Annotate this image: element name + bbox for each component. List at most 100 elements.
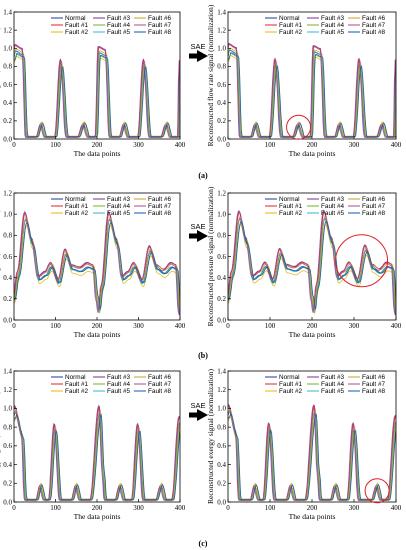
y-axis-label: Reconstructed pressure signal (normaliza…	[206, 186, 215, 326]
chart-exergy-reconstructed: 0 100 200 300 400 0.0 0.2 0.4 0.6 0.8 1.0 1.2 1.4 The…	[206, 367, 402, 521]
x-tick-label: 300	[133, 141, 144, 149]
series-group	[14, 404, 180, 502]
series-group	[14, 211, 180, 316]
panel-label-a: (a)	[198, 171, 208, 180]
legend-entry: Fault #5	[321, 210, 345, 217]
series-line-fault-6	[228, 47, 396, 137]
chart-flow-reconstructed: 0 100 200 300 400 0.0 0.2 0.4 0.6 0.8 1.0 1.2 1.4 The…	[206, 4, 402, 158]
x-tick-label: 200	[92, 504, 103, 512]
x-tick-label: 0	[12, 322, 16, 330]
x-tick-label: 200	[92, 322, 103, 330]
highlight-circle	[364, 478, 390, 504]
y-tick-label: 1.0	[3, 45, 12, 53]
legend-entry: Normal	[279, 15, 300, 22]
x-tick-label: 100	[265, 141, 276, 149]
x-tick-label: 400	[391, 504, 402, 512]
x-tick-label: 400	[175, 504, 186, 512]
y-axis-label: Reconstructed exergy signal (normalizati…	[206, 369, 215, 504]
y-axis-label: Exergy signal (normalization)	[0, 391, 1, 482]
legend-entry: Fault #6	[148, 15, 172, 22]
y-tick-label: 0.0	[3, 135, 12, 143]
legend-entry: Fault #2	[279, 29, 303, 36]
legend-entry: Fault #5	[321, 29, 345, 36]
y-tick-label: 0.6	[3, 442, 12, 450]
y-tick-label: 0.6	[217, 253, 226, 261]
y-tick-label: 1.0	[3, 405, 12, 413]
series-line-fault-8	[228, 413, 396, 500]
legend-entry: Fault #6	[362, 15, 386, 22]
legend-entry: Fault #7	[148, 22, 172, 29]
y-tick-label: 0.0	[217, 316, 226, 324]
x-tick-label: 0	[226, 141, 230, 149]
x-tick-label: 300	[349, 141, 360, 149]
series-line-fault-2	[14, 224, 180, 314]
y-tick-label: 1.2	[3, 386, 12, 394]
series-line-fault-6	[228, 215, 396, 308]
chart-exergy-original: 0 100 200 300 400 0.0 0.2 0.4 0.6 0.8 1.0 1.2 1.4 The…	[0, 367, 186, 521]
legend-entry: Fault #8	[362, 29, 386, 36]
legend-entry: Fault #1	[279, 22, 303, 29]
y-axis-label: Reconstructed flow rate signal (normaliz…	[206, 4, 215, 146]
legend-entry: Fault #3	[107, 374, 131, 381]
legend-entry: Fault #4	[107, 203, 131, 210]
x-axis-label: The data points	[289, 149, 336, 158]
legend-entry: Fault #3	[321, 196, 345, 203]
x-axis-label: The data points	[289, 512, 336, 521]
y-tick-label: 0.8	[217, 63, 226, 71]
legend-entry: Fault #7	[362, 22, 386, 29]
legend-entry: Fault #8	[362, 210, 386, 217]
y-tick-label: 0.2	[3, 480, 12, 488]
arrow-head	[197, 409, 208, 421]
y-tick-label: 1.4	[3, 8, 12, 16]
series-group	[14, 43, 180, 139]
legend-entry: Fault #7	[362, 203, 386, 210]
legend-entry: Fault #5	[107, 29, 131, 36]
legend-entry: Fault #3	[107, 15, 131, 22]
legend-entry: Fault #6	[148, 374, 172, 381]
x-tick-label: 300	[349, 504, 360, 512]
sae-arrow-2: SAE	[189, 222, 208, 242]
series-line-fault-7	[228, 43, 396, 138]
sae-arrow-1: SAE	[189, 42, 208, 62]
series-line-fault-7	[228, 404, 396, 501]
legend-entry: Fault #2	[279, 210, 303, 217]
y-tick-label: 0.4	[3, 99, 12, 107]
legend-entry: Normal	[279, 374, 300, 381]
series-line-fault-8	[14, 413, 180, 500]
sae-label: SAE	[190, 222, 205, 231]
y-tick-label: 0.4	[217, 274, 226, 282]
series-line-fault-7	[228, 211, 396, 316]
x-tick-label: 0	[12, 141, 16, 149]
legend-entry: Fault #7	[148, 381, 172, 388]
y-tick-label: 1.0	[217, 45, 226, 53]
x-tick-label: 200	[307, 504, 318, 512]
x-tick-label: 100	[50, 141, 61, 149]
series-line-fault-6	[14, 408, 180, 500]
x-tick-label: 400	[175, 322, 186, 330]
y-tick-label: 1.2	[217, 26, 226, 34]
legend-entry: Fault #5	[321, 388, 345, 395]
y-tick-label: 1.0	[3, 210, 12, 218]
y-tick-label: 0.2	[3, 295, 12, 303]
y-axis-label: Pressure signal (normalization)	[0, 209, 1, 304]
legend-entry: Fault #6	[362, 374, 386, 381]
chart-pressure-original: 0 100 200 300 400 0.0 0.2 0.4 0.6 0.8 1.0 1.2 The da…	[0, 189, 186, 339]
y-tick-label: 0.2	[217, 117, 226, 125]
x-tick-label: 0	[12, 504, 16, 512]
series-line-fault-7	[14, 44, 180, 138]
series-line-fault-7	[14, 212, 180, 316]
legend-entry: Fault #5	[107, 210, 131, 217]
series-line-fault-5	[228, 217, 396, 316]
legend-entry: Normal	[65, 196, 86, 203]
y-tick-label: 0.4	[3, 461, 12, 469]
x-tick-label: 400	[175, 141, 186, 149]
y-tick-label: 0.8	[217, 232, 226, 240]
legend-entry: Fault #2	[65, 388, 89, 395]
x-tick-label: 100	[265, 322, 276, 330]
y-tick-label: 0.2	[3, 117, 12, 125]
